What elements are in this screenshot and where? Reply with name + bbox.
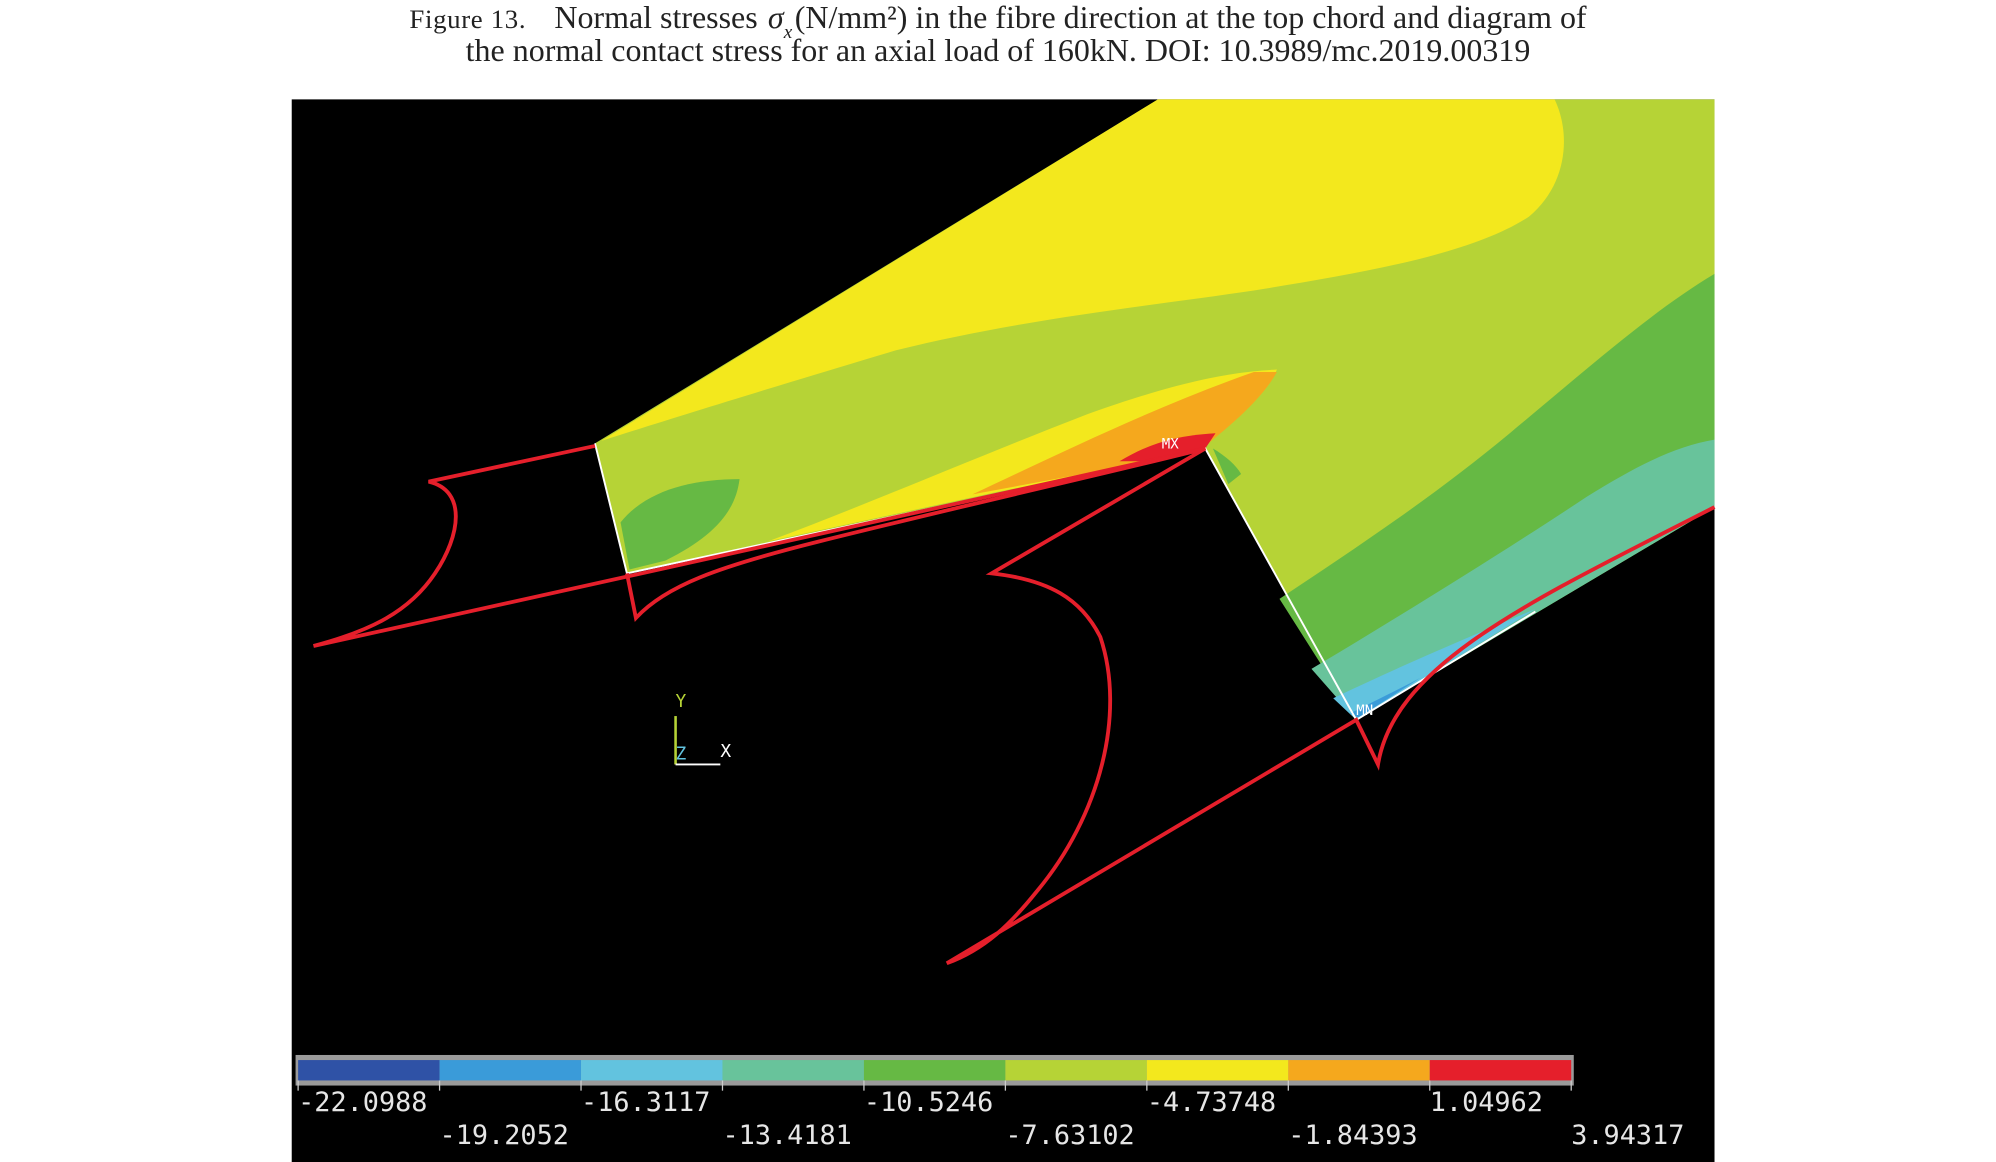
- colorbar-swatch: [863, 1060, 1006, 1081]
- colorbar-swatch: [1005, 1060, 1147, 1081]
- caption-line-2: the normal contact stress for an axial l…: [466, 33, 1531, 68]
- colorbar-swatch: [581, 1060, 723, 1081]
- caption-label: Figure 13.: [409, 4, 526, 34]
- colorbar-label: -1.84393: [1288, 1120, 1417, 1151]
- colorbar-swatch: [298, 1060, 440, 1081]
- colorbar-label: 1.04962: [1430, 1087, 1543, 1118]
- contour-band: [1311, 439, 1715, 720]
- stress-contours: [594, 99, 1715, 722]
- colorbar-swatch: [1288, 1060, 1430, 1081]
- z-label: Z: [676, 743, 687, 764]
- axis-triad: Y X Z: [674, 691, 731, 766]
- colorbar: -22.0988 -19.2052 -16.3117 -13.4181 -10.5246…: [297, 1060, 1684, 1151]
- contour-band: [972, 372, 1277, 495]
- colorbar-label: -13.4181: [722, 1120, 851, 1151]
- contour-band: [1119, 433, 1216, 462]
- contour-band: [1212, 448, 1242, 485]
- contour-band: [601, 99, 1564, 441]
- colorbar-label: -19.2052: [440, 1120, 569, 1151]
- caption-text: Normal stresses: [554, 0, 757, 35]
- colorbar-label: -4.73748: [1147, 1087, 1276, 1118]
- contour-band: [1279, 273, 1715, 720]
- colorbar-label: -22.0988: [298, 1087, 427, 1118]
- colorbar-swatch: [439, 1060, 582, 1081]
- contact-stress-diagram: [312, 444, 1716, 966]
- sigma: σ: [768, 0, 785, 35]
- colorbar-swatch: [1146, 1060, 1289, 1081]
- contour-band: [1333, 609, 1536, 720]
- contact-curve: [312, 444, 1206, 648]
- colorbar-label: -10.5246: [864, 1087, 993, 1118]
- contact-curve: [625, 446, 1716, 966]
- caption-line-1: Figure 13. Normal stresses σx (N/mm²) in th…: [409, 0, 1587, 43]
- min-tag: MN: [1356, 703, 1373, 719]
- colorbar-swatch: [722, 1060, 864, 1081]
- y-label: Y: [676, 691, 687, 712]
- colorbar-label: -16.3117: [581, 1087, 710, 1118]
- colorbar-label: -7.63102: [1005, 1120, 1134, 1151]
- x-label: X: [720, 741, 731, 762]
- colorbar-swatch: [1429, 1060, 1572, 1081]
- colorbar-label: 3.94317: [1571, 1120, 1684, 1151]
- contour-band: [1349, 677, 1421, 718]
- caption-text: (N/mm²) in the fibre direction at the to…: [795, 0, 1587, 35]
- sigma-subscript: x: [783, 22, 793, 43]
- max-tag: MX: [1162, 437, 1179, 453]
- contour-band: [620, 479, 740, 570]
- contour-band: [767, 369, 1277, 542]
